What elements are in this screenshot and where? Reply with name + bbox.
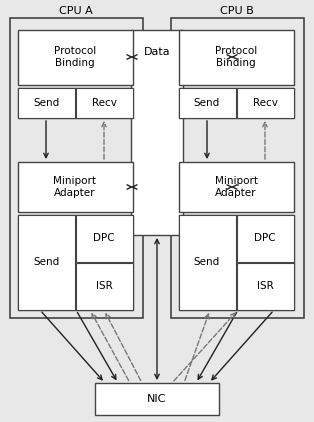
Bar bbox=[179, 162, 294, 212]
Text: Protocol
Binding: Protocol Binding bbox=[215, 46, 257, 68]
Bar bbox=[10, 18, 143, 318]
Text: Send: Send bbox=[194, 257, 220, 267]
Text: Protocol
Binding: Protocol Binding bbox=[54, 46, 96, 68]
Text: DPC: DPC bbox=[254, 233, 276, 243]
Text: Miniport
Adapter: Miniport Adapter bbox=[214, 176, 257, 198]
Bar bbox=[179, 88, 294, 118]
Bar bbox=[18, 215, 133, 310]
Text: Recv: Recv bbox=[92, 98, 116, 108]
Text: Send: Send bbox=[33, 98, 59, 108]
Bar bbox=[179, 88, 236, 118]
Bar bbox=[237, 215, 294, 262]
Bar bbox=[18, 215, 75, 310]
Bar bbox=[18, 88, 133, 118]
Bar bbox=[131, 30, 183, 235]
Bar bbox=[76, 88, 133, 118]
Bar bbox=[95, 383, 219, 415]
Bar bbox=[18, 88, 75, 118]
Text: ISR: ISR bbox=[257, 281, 273, 291]
Bar bbox=[179, 30, 294, 85]
Text: NIC: NIC bbox=[147, 394, 167, 404]
Bar bbox=[76, 215, 133, 262]
Bar bbox=[18, 162, 133, 212]
Bar bbox=[171, 18, 304, 318]
Text: CPU A: CPU A bbox=[59, 6, 93, 16]
Text: Send: Send bbox=[194, 98, 220, 108]
Text: Miniport
Adapter: Miniport Adapter bbox=[53, 176, 96, 198]
Text: Data: Data bbox=[144, 47, 170, 57]
Bar bbox=[179, 215, 294, 310]
Bar bbox=[237, 263, 294, 310]
Bar bbox=[76, 263, 133, 310]
Bar bbox=[237, 88, 294, 118]
Text: ISR: ISR bbox=[96, 281, 112, 291]
Bar bbox=[18, 30, 133, 85]
Text: Recv: Recv bbox=[252, 98, 278, 108]
Text: DPC: DPC bbox=[93, 233, 115, 243]
Bar bbox=[179, 215, 236, 310]
Text: CPU B: CPU B bbox=[220, 6, 254, 16]
Text: Send: Send bbox=[33, 257, 59, 267]
